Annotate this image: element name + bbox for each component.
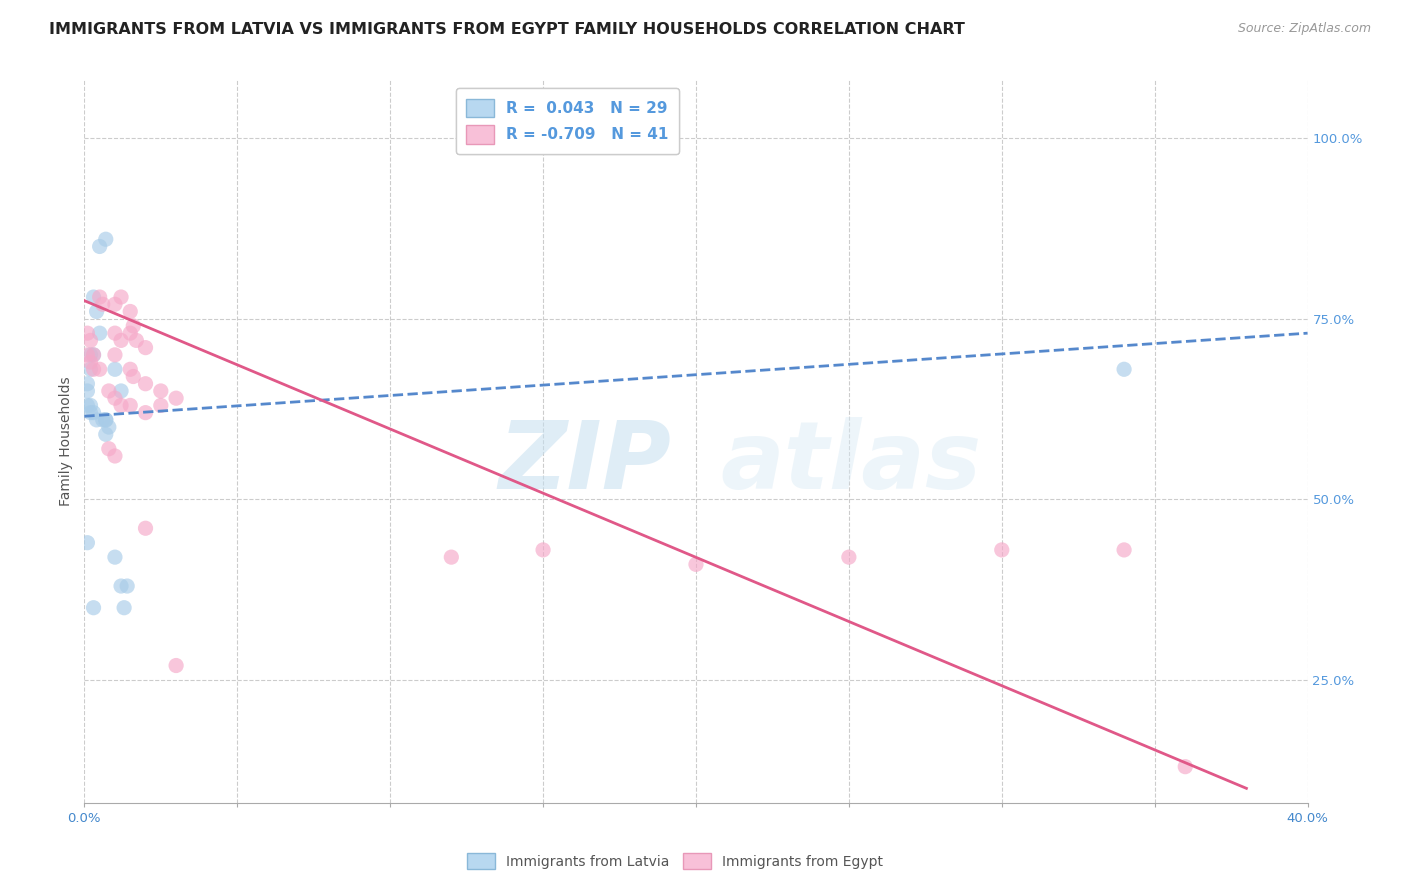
Point: [104, 326, 127, 341]
Text: atlas: atlas: [720, 417, 981, 509]
Point: [120, 362, 142, 376]
Point: [97, 384, 120, 398]
Point: [94, 232, 117, 246]
Point: [83, 348, 105, 362]
Point: [79, 334, 101, 348]
Point: [1174, 760, 1197, 774]
Point: [97, 420, 120, 434]
Point: [76, 348, 98, 362]
Point: [86, 304, 108, 318]
Point: [104, 297, 127, 311]
Text: ZIP: ZIP: [499, 417, 672, 509]
Point: [110, 334, 132, 348]
Text: IMMIGRANTS FROM LATVIA VS IMMIGRANTS FROM EGYPT FAMILY HOUSEHOLDS CORRELATION CH: IMMIGRANTS FROM LATVIA VS IMMIGRANTS FRO…: [49, 22, 965, 37]
Point: [115, 579, 138, 593]
Point: [135, 406, 157, 420]
Point: [97, 442, 120, 456]
Point: [165, 391, 187, 405]
Point: [79, 398, 101, 412]
Point: [120, 326, 142, 341]
Point: [104, 550, 127, 565]
Point: [110, 398, 132, 412]
Point: [79, 355, 101, 369]
Point: [135, 376, 157, 391]
Legend: Immigrants from Latvia, Immigrants from Egypt: Immigrants from Latvia, Immigrants from …: [460, 847, 890, 876]
Legend: R =  0.043   N = 29, R = -0.709   N = 41: R = 0.043 N = 29, R = -0.709 N = 41: [456, 88, 679, 154]
Point: [94, 413, 117, 427]
Point: [122, 318, 145, 333]
Point: [83, 348, 105, 362]
Point: [89, 326, 111, 341]
Point: [76, 398, 98, 412]
Point: [440, 550, 463, 565]
Point: [110, 579, 132, 593]
Text: Source: ZipAtlas.com: Source: ZipAtlas.com: [1237, 22, 1371, 36]
Point: [91, 297, 114, 311]
Point: [110, 290, 132, 304]
Point: [149, 398, 172, 412]
Point: [83, 406, 105, 420]
Point: [104, 449, 127, 463]
Point: [83, 362, 105, 376]
Point: [76, 535, 98, 549]
Point: [122, 369, 145, 384]
Point: [79, 348, 101, 362]
Point: [76, 384, 98, 398]
Point: [1114, 362, 1136, 376]
Point: [110, 384, 132, 398]
Point: [91, 413, 114, 427]
Point: [135, 521, 157, 535]
Point: [104, 362, 127, 376]
Point: [135, 341, 157, 355]
Point: [83, 600, 105, 615]
Point: [838, 550, 860, 565]
Point: [86, 413, 108, 427]
Point: [149, 384, 172, 398]
Point: [94, 413, 117, 427]
Point: [125, 334, 148, 348]
Point: [89, 362, 111, 376]
Point: [94, 427, 117, 442]
Point: [79, 406, 101, 420]
Point: [83, 290, 105, 304]
Point: [76, 326, 98, 341]
Point: [991, 542, 1014, 557]
Y-axis label: Family Households: Family Households: [59, 376, 73, 507]
Point: [79, 362, 101, 376]
Point: [120, 398, 142, 412]
Point: [165, 658, 187, 673]
Point: [104, 348, 127, 362]
Point: [531, 542, 554, 557]
Point: [120, 304, 142, 318]
Point: [685, 558, 707, 572]
Point: [89, 290, 111, 304]
Point: [112, 600, 135, 615]
Point: [76, 376, 98, 391]
Point: [1114, 542, 1136, 557]
Point: [89, 239, 111, 253]
Point: [104, 391, 127, 405]
